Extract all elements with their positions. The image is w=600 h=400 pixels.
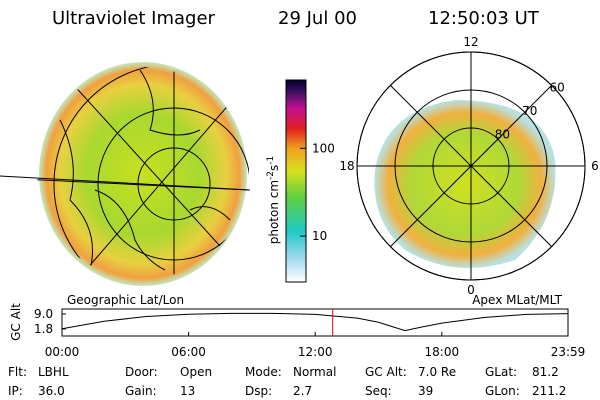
info-label: GLat: [485, 365, 517, 379]
y-tick-label: 1.8 [34, 322, 53, 336]
altitude-curve [61, 312, 569, 332]
y-tick-label: 9.0 [34, 307, 53, 321]
info-label: Flt: [8, 365, 27, 379]
info-label: Mode: [245, 365, 282, 379]
info-label: Door: [125, 365, 158, 379]
mlt-label: 0 [467, 283, 475, 297]
info-value: LBHL [38, 365, 69, 379]
mlt-label: 12 [463, 35, 478, 49]
info-value: 2.7 [293, 384, 312, 398]
colorbar [285, 79, 307, 283]
info-value: 7.0 Re [418, 365, 456, 379]
time: 12:50:03 UT [428, 8, 540, 29]
x-tick-label: 18:00 [425, 345, 460, 359]
x-tick-label: 06:00 [171, 345, 206, 359]
info-label: Gain: [125, 384, 157, 398]
x-tick-label: 12:00 [298, 345, 333, 359]
colorbar-label-part: -2 [266, 171, 276, 180]
lat-label: 70 [522, 104, 537, 118]
mlt-label: 18 [339, 159, 354, 173]
timeline-ylabel: GC Alt [9, 303, 23, 341]
colorbar-tick-label: 10 [312, 229, 327, 243]
info-label: GLon: [485, 384, 520, 398]
title: Ultraviolet Imager [52, 8, 216, 29]
lat-label: 60 [549, 80, 564, 94]
info-value: 36.0 [38, 384, 65, 398]
info-value: 39 [418, 384, 433, 398]
info-label: Seq: [365, 384, 392, 398]
info-label: IP: [8, 384, 23, 398]
info-value: Normal [293, 365, 336, 379]
colorbar-label-part: s [267, 165, 281, 171]
info-value: 211.2 [532, 384, 566, 398]
info-value: 81.2 [532, 365, 559, 379]
colorbar-label-part: -1 [266, 156, 276, 165]
x-tick-label: 00:00 [45, 345, 80, 359]
date: 29 Jul 00 [278, 8, 357, 29]
timeline-frame [61, 308, 569, 337]
left-panel-label: Geographic Lat/Lon [67, 293, 184, 307]
colorbar-label-part: photon cm [267, 180, 281, 244]
colorbar-label: photon cm-2s-1 [266, 156, 281, 245]
right-panel-label: Apex MLat/MLT [472, 293, 562, 307]
x-tick-label: 23:59 [551, 345, 586, 359]
geographic-image [0, 62, 251, 286]
mlt-label: 6 [591, 159, 599, 173]
colorbar-tick-label: 100 [312, 141, 335, 155]
mlt-spoke [390, 85, 552, 247]
info-value: Open [180, 365, 212, 379]
info-label: GC Alt: [365, 365, 407, 379]
info-value: 13 [180, 384, 195, 398]
info-label: Dsp: [245, 384, 272, 398]
